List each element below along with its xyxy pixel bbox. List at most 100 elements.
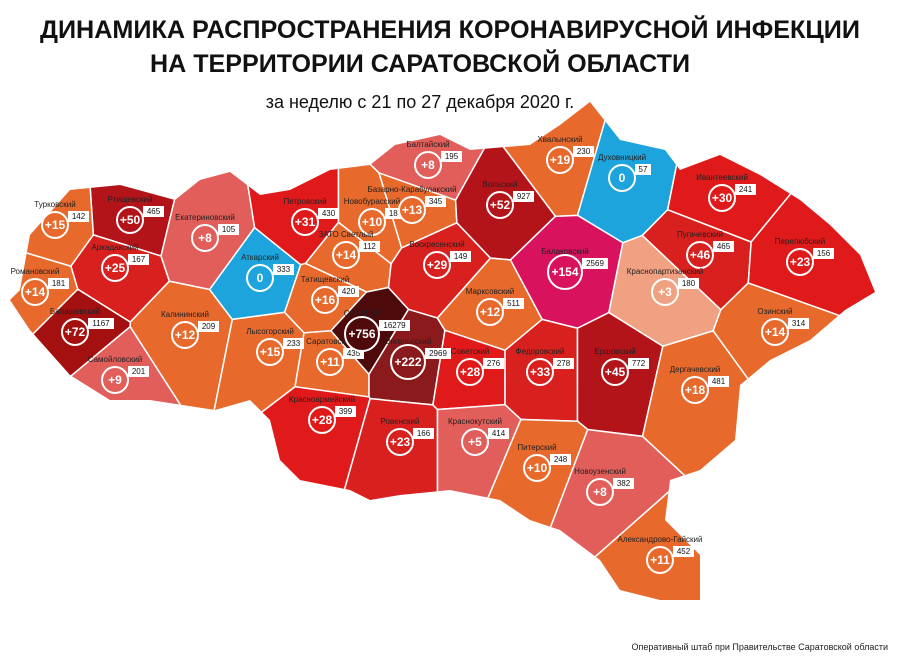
increase-badge	[546, 146, 574, 174]
total-label: 420	[342, 287, 356, 296]
increase-badge	[708, 184, 736, 212]
total-label: 209	[202, 322, 216, 331]
district-name: Саратовский	[306, 337, 354, 346]
total-label: 772	[632, 359, 646, 368]
total-box	[359, 241, 380, 252]
total-box	[413, 428, 434, 439]
district-name: Ртищевский	[107, 195, 152, 204]
total-label: 414	[492, 429, 506, 438]
increase-label: +28	[460, 365, 481, 379]
increase-badge	[332, 241, 360, 269]
total-box	[788, 318, 809, 329]
total-label: 927	[517, 192, 531, 201]
total-label: 16279	[383, 321, 406, 330]
increase-label: +8	[421, 158, 435, 172]
total-label: 248	[554, 455, 568, 464]
total-box	[628, 358, 649, 369]
increase-badge	[41, 211, 69, 239]
total-box	[550, 454, 571, 465]
district-name: ЗАТО Светлый	[318, 230, 373, 239]
total-box	[708, 376, 729, 387]
total-label: 149	[454, 252, 468, 261]
total-box	[218, 224, 239, 235]
district-name: Балаковский	[541, 247, 588, 256]
increase-label: +11	[650, 553, 670, 567]
total-label: 452	[677, 547, 691, 556]
district-name: Балашовский	[50, 307, 100, 316]
total-box	[582, 258, 608, 269]
district-name: Ивантеевский	[696, 173, 748, 182]
total-label: 345	[429, 197, 443, 206]
total-label: 399	[339, 407, 353, 416]
total-box	[441, 151, 462, 162]
increase-badge	[358, 208, 386, 236]
district-name: Вольский	[483, 180, 518, 189]
increase-badge	[423, 251, 451, 279]
total-label: 382	[617, 479, 631, 488]
increase-badge	[316, 348, 344, 376]
increase-badge	[547, 254, 583, 290]
district-name: Озинский	[757, 307, 792, 316]
increase-label: +50	[120, 213, 141, 227]
district-name: Пугачевский	[677, 230, 723, 239]
increase-label: +15	[260, 345, 281, 359]
total-label: 430	[322, 209, 336, 218]
district-name: Романовский	[11, 267, 60, 276]
district-name: САРАТОВ	[344, 309, 381, 318]
increase-badge	[526, 358, 554, 386]
total-label: 333	[277, 265, 291, 274]
total-label: 465	[147, 207, 161, 216]
increase-label: +12	[480, 305, 501, 319]
total-box	[813, 248, 834, 259]
total-box	[425, 348, 451, 359]
total-label: 278	[557, 359, 571, 368]
total-label: 481	[712, 377, 726, 386]
total-label: 181	[52, 279, 66, 288]
district-name: Краснопартизанский	[627, 267, 704, 276]
total-box	[635, 164, 651, 175]
increase-badge	[761, 318, 789, 346]
increase-label: +23	[390, 435, 411, 449]
district-name: Калининский	[161, 310, 209, 319]
increase-badge	[651, 278, 679, 306]
district-name: Духовницкий	[598, 153, 646, 162]
increase-label: +154	[551, 265, 578, 279]
increase-label: +33	[530, 365, 551, 379]
total-label: 187	[389, 209, 403, 218]
total-box	[68, 211, 89, 222]
increase-badge	[608, 164, 636, 192]
total-label: 314	[792, 319, 806, 328]
district-name: Самойловский	[88, 355, 143, 364]
increase-label: +18	[685, 383, 706, 397]
total-label: 1167	[92, 319, 110, 328]
increase-badge	[456, 358, 484, 386]
total-box	[450, 251, 471, 262]
district-name: Базарно-Карабулакский	[367, 185, 456, 194]
total-box	[488, 428, 509, 439]
total-label: 276	[487, 359, 501, 368]
district-name: Аткарский	[241, 253, 279, 262]
district-name: Советский	[451, 347, 490, 356]
increase-badge	[786, 248, 814, 276]
total-box	[343, 348, 364, 359]
total-box	[143, 206, 164, 217]
district-name: Перелюбский	[775, 237, 825, 246]
total-label: 230	[577, 147, 591, 156]
total-box	[673, 546, 694, 557]
district-name: Петровский	[283, 197, 326, 206]
increase-label: +3	[658, 285, 672, 299]
district-name: Красноармейский	[289, 395, 355, 404]
increase-label: +30	[712, 191, 733, 205]
increase-badge	[476, 298, 504, 326]
increase-label: +45	[605, 365, 626, 379]
increase-badge	[291, 208, 319, 236]
increase-badge	[171, 321, 199, 349]
district-name: Энгельсский	[385, 337, 431, 346]
total-box	[318, 208, 339, 219]
increase-badge	[191, 224, 219, 252]
total-box	[335, 406, 356, 417]
district-name: Балтайский	[406, 140, 449, 149]
total-box	[283, 338, 304, 349]
district-name: Краснокутский	[448, 417, 502, 426]
increase-label: +14	[765, 325, 786, 339]
